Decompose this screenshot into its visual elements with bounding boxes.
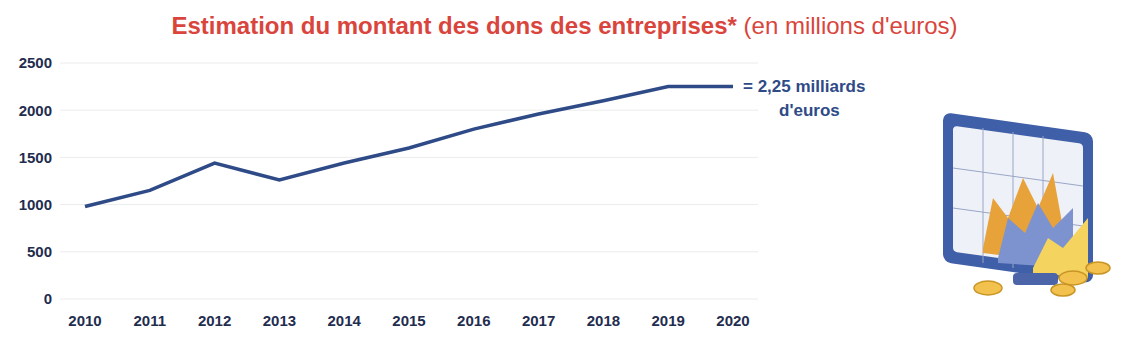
svg-text:2018: 2018 xyxy=(587,312,620,329)
svg-text:2019: 2019 xyxy=(652,312,685,329)
svg-text:0: 0 xyxy=(44,290,52,307)
svg-text:2013: 2013 xyxy=(263,312,296,329)
svg-text:2010: 2010 xyxy=(68,312,101,329)
svg-text:1000: 1000 xyxy=(19,196,52,213)
svg-text:2500: 2500 xyxy=(19,54,52,71)
svg-text:2020: 2020 xyxy=(716,312,749,329)
svg-text:500: 500 xyxy=(27,243,52,260)
svg-text:2011: 2011 xyxy=(134,312,167,329)
svg-text:2016: 2016 xyxy=(457,312,490,329)
html-text:Estimation du montant des dons: Estimation du montant des dons des entre… xyxy=(171,12,958,39)
svg-text:1500: 1500 xyxy=(19,149,52,166)
svg-text:= 2,25 milliardsd'euros: = 2,25 milliardsd'euros xyxy=(743,77,865,120)
svg-text:2012: 2012 xyxy=(198,312,231,329)
svg-text:2015: 2015 xyxy=(392,312,425,329)
svg-text:2014: 2014 xyxy=(328,312,362,329)
svg-text:2017: 2017 xyxy=(522,312,555,329)
svg-text:2000: 2000 xyxy=(19,102,52,119)
